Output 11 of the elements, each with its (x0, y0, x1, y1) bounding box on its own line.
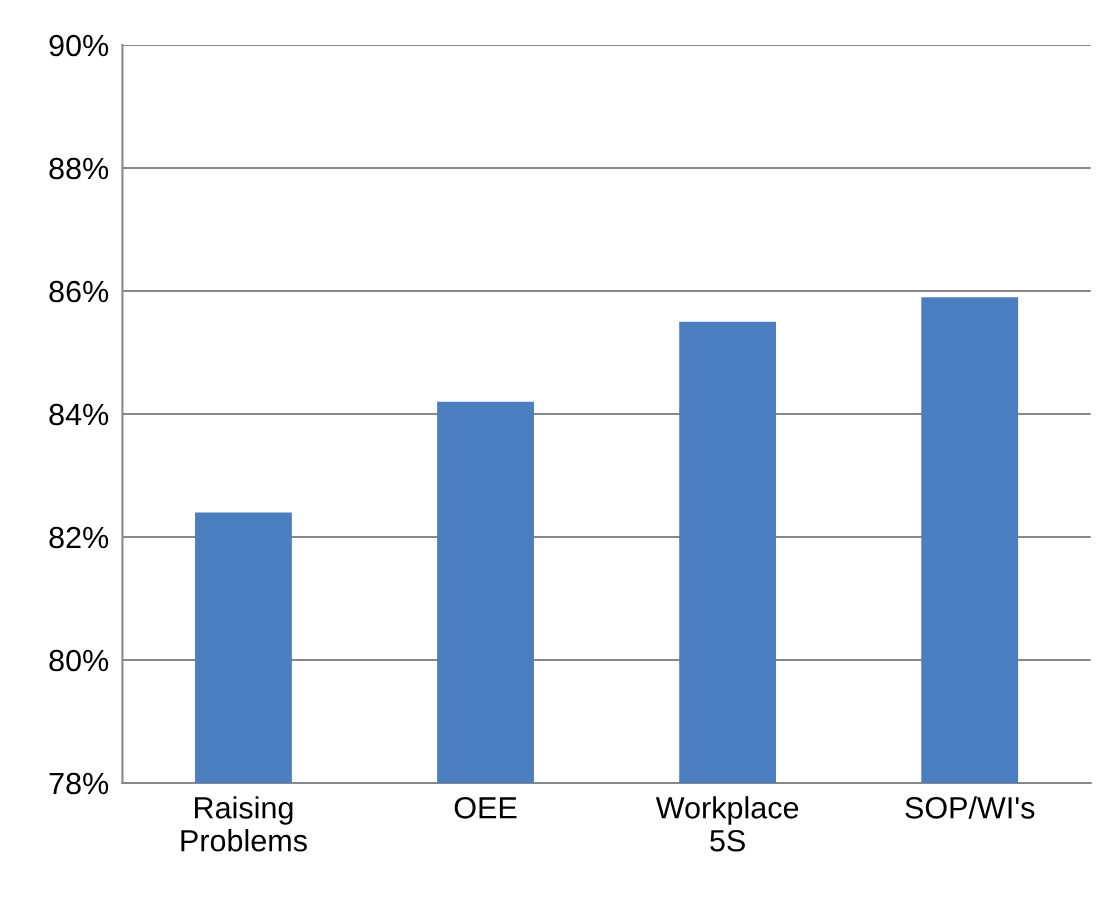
x-tick-label: SOP/WI's (905, 796, 1035, 819)
y-tick-label: 80% (49, 649, 109, 672)
x-tick-label: OEE (454, 797, 517, 819)
y-tick-label: 86% (49, 280, 109, 303)
x-tick-label: Workplace 5S (655, 796, 799, 852)
y-tick-label: 78% (49, 772, 109, 795)
y-tick-label: 84% (49, 403, 109, 426)
y-tick-label: 82% (49, 526, 109, 549)
y-tick-label: 88% (49, 157, 109, 180)
y-tick-label: 90% (49, 34, 109, 57)
x-tick-label: Raising Problems (181, 796, 307, 852)
